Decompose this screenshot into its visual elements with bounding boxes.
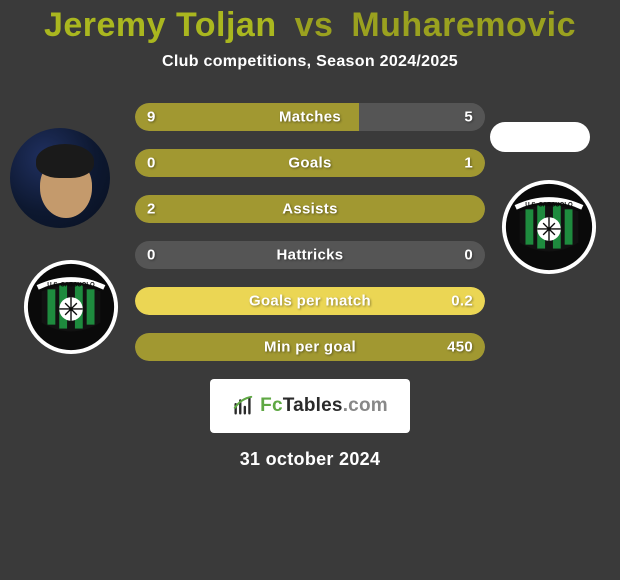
stat-row: 0 Hattricks 0 <box>135 241 485 269</box>
fctables-logo-icon <box>232 395 254 417</box>
stat-row: 0 Goals 1 <box>135 149 485 177</box>
stat-left-value: 2 <box>147 201 156 218</box>
stat-label: Min per goal <box>264 339 356 356</box>
player1-name: Jeremy Toljan <box>44 6 277 44</box>
logo-tables: Tables <box>283 395 343 416</box>
stat-right-value: 450 <box>447 339 473 356</box>
fctables-badge: FcTables.com <box>210 379 410 433</box>
fctables-logo-text: FcTables.com <box>260 395 388 417</box>
stat-label: Goals <box>288 155 331 172</box>
subtitle: Club competitions, Season 2024/2025 <box>0 53 620 71</box>
card-title: Jeremy Toljan vs Muharemovic <box>0 6 620 45</box>
stat-row: 9 Matches 5 <box>135 103 485 131</box>
stats-area: 9 Matches 5 0 Goals 1 2 Assists 0 Hattricks 0 Goals… <box>0 103 620 361</box>
stat-right-value: 0 <box>464 247 473 264</box>
vs-separator: vs <box>295 6 334 44</box>
stat-row: Min per goal 450 <box>135 333 485 361</box>
comparison-card: Jeremy Toljan vs Muharemovic Club compet… <box>0 0 620 580</box>
logo-com: .com <box>343 395 388 416</box>
stat-left-value: 0 <box>147 247 156 264</box>
stat-label: Goals per match <box>249 293 371 310</box>
stat-right-value: 1 <box>464 155 473 172</box>
stat-left-value: 0 <box>147 155 156 172</box>
stat-row: 2 Assists <box>135 195 485 223</box>
stat-label: Assists <box>282 201 337 218</box>
stat-left-value: 9 <box>147 109 156 126</box>
stat-label: Hattricks <box>277 247 344 264</box>
stat-row: Goals per match 0.2 <box>135 287 485 315</box>
stat-right-value: 0.2 <box>451 293 473 310</box>
stat-label: Matches <box>279 109 341 126</box>
player2-name: Muharemovic <box>351 6 576 44</box>
card-date: 31 october 2024 <box>0 449 620 470</box>
stat-right-value: 5 <box>464 109 473 126</box>
logo-fc: Fc <box>260 395 283 416</box>
